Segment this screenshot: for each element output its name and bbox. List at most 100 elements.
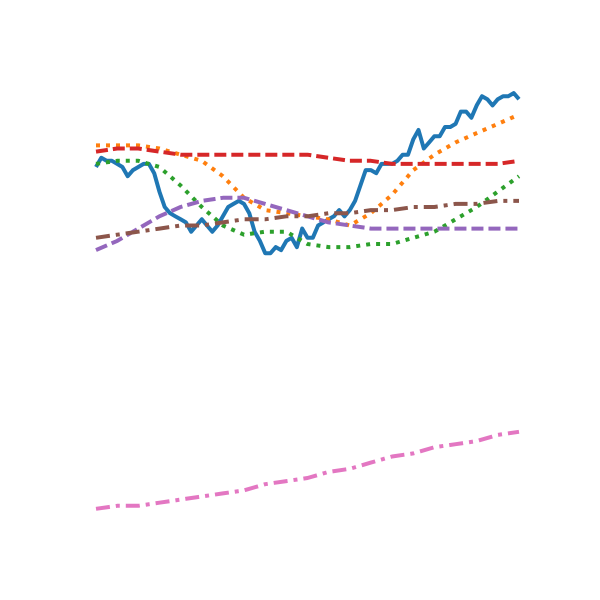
- series-3-point: [349, 247, 350, 248]
- series-3-point: [497, 191, 498, 192]
- series-3-point: [96, 163, 97, 164]
- series-5-point: [519, 228, 520, 229]
- series-1-point: [376, 173, 377, 174]
- series-1-point: [418, 130, 419, 131]
- series-4-point: [159, 151, 160, 152]
- series-3-point: [307, 244, 308, 245]
- series-1-point: [487, 99, 488, 100]
- series-1-point: [413, 139, 414, 140]
- series-1-point: [244, 203, 245, 204]
- series-7-point: [476, 441, 477, 442]
- series-2-point: [497, 123, 498, 124]
- series-4-point: [349, 160, 350, 161]
- series-3-point: [286, 231, 287, 232]
- series-5-point: [159, 216, 160, 217]
- series-1-point: [460, 111, 461, 112]
- series-3-point: [180, 185, 181, 186]
- series-3-point: [370, 244, 371, 245]
- series-5-point: [476, 228, 477, 229]
- series-7-point: [307, 478, 308, 479]
- series-7-point: [519, 431, 520, 432]
- series-5-point: [392, 228, 393, 229]
- series-7-point: [180, 499, 181, 500]
- series-6-point: [392, 210, 393, 211]
- series-line-2: [96, 112, 520, 228]
- series-2-point: [434, 154, 435, 155]
- series-3-point: [455, 219, 456, 220]
- series-4-point: [244, 154, 245, 155]
- series-6-point: [265, 219, 266, 220]
- series-5-point: [138, 228, 139, 229]
- series-1-point: [101, 157, 102, 158]
- series-1-point: [476, 105, 477, 106]
- series-5-point: [117, 240, 118, 241]
- series-4-point: [434, 163, 435, 164]
- series-7-point: [265, 484, 266, 485]
- series-7-point: [159, 502, 160, 503]
- series-1-point: [439, 136, 440, 137]
- series-6-point: [222, 222, 223, 223]
- series-line-3: [95, 158, 521, 250]
- series-1-point: [423, 148, 424, 149]
- series-2-point: [413, 170, 414, 171]
- series-2-point: [328, 219, 329, 220]
- series-6-point: [497, 200, 498, 201]
- series-1-point: [154, 173, 155, 174]
- series-1-point: [450, 127, 451, 128]
- series-4-point: [96, 151, 97, 152]
- series-1-point: [175, 216, 176, 217]
- series-5-point: [413, 228, 414, 229]
- series-1-point: [185, 222, 186, 223]
- series-6-point: [434, 207, 435, 208]
- series-1-point: [445, 127, 446, 128]
- series-4-point: [370, 160, 371, 161]
- series-2-point: [159, 148, 160, 149]
- series-4-point: [286, 154, 287, 155]
- series-6-point: [413, 207, 414, 208]
- series-5-point: [349, 225, 350, 226]
- series-7-point: [392, 456, 393, 457]
- series-1-point: [397, 160, 398, 161]
- series-1-point: [212, 231, 213, 232]
- series-1-point: [365, 170, 366, 171]
- series-6-point: [117, 234, 118, 235]
- series-7-point: [244, 490, 245, 491]
- series-1-point: [254, 231, 255, 232]
- series-1-point: [370, 170, 371, 171]
- series-1-point: [164, 207, 165, 208]
- series-1-point: [122, 167, 123, 168]
- series-3-point: [328, 247, 329, 248]
- series-1-point: [159, 191, 160, 192]
- series-6-point: [138, 231, 139, 232]
- series-2-point: [476, 133, 477, 134]
- series-line-7: [95, 429, 520, 511]
- series-1-point: [344, 216, 345, 217]
- series-3-point: [201, 207, 202, 208]
- series-line-1: [94, 91, 521, 256]
- series-2-point: [117, 145, 118, 146]
- series-5-point: [96, 250, 97, 251]
- series-1-point: [143, 163, 144, 164]
- series-2-point: [519, 114, 520, 115]
- series-7-point: [413, 453, 414, 454]
- series-1-point: [180, 219, 181, 220]
- series-5-point: [265, 203, 266, 204]
- series-1-point: [296, 247, 297, 248]
- series-7-point: [138, 505, 139, 506]
- series-5-point: [180, 207, 181, 208]
- series-1-point: [455, 123, 456, 124]
- series-5-point: [455, 228, 456, 229]
- series-5-point: [244, 197, 245, 198]
- series-6-point: [180, 225, 181, 226]
- series-4-point: [519, 160, 520, 161]
- series-7-point: [286, 481, 287, 482]
- series-6-point: [307, 216, 308, 217]
- series-3-point: [222, 225, 223, 226]
- series-1-point: [191, 231, 192, 232]
- series-1-point: [312, 237, 313, 238]
- series-1-point: [402, 154, 403, 155]
- series-6-point: [455, 203, 456, 204]
- series-1-point: [233, 203, 234, 204]
- series-4-point: [265, 154, 266, 155]
